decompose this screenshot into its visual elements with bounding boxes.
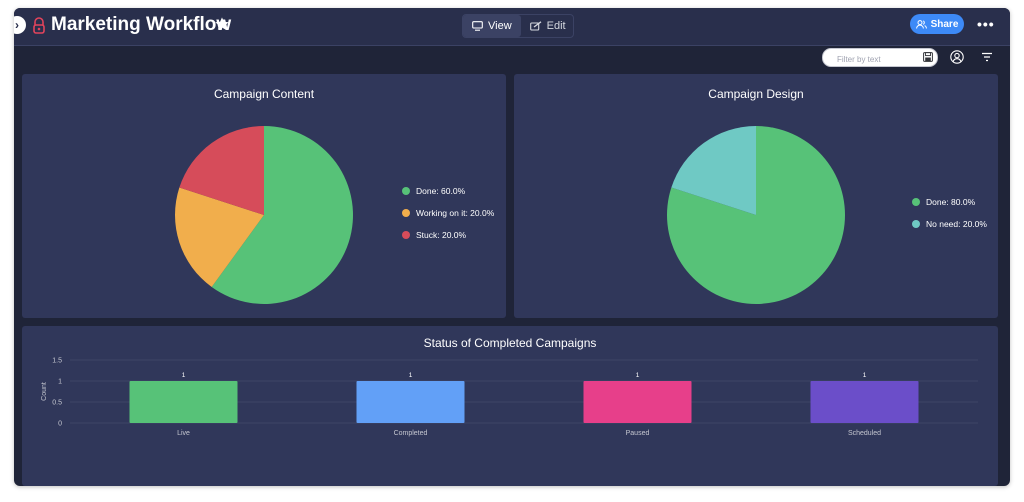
bar-paused[interactable] xyxy=(583,381,692,423)
campaign-content-pie-chart xyxy=(175,126,353,304)
widget-title: Campaign Design xyxy=(708,87,804,101)
x-tick-label: Completed xyxy=(394,430,428,437)
legend-dot-stuck xyxy=(402,231,410,239)
pie-slice-done[interactable] xyxy=(211,126,353,304)
dashboard-window: › Marketing Workflow View xyxy=(14,8,1010,486)
legend-label-working: Working on it: 20.0% xyxy=(416,208,495,218)
legend-label-no-need: No need: 20.0% xyxy=(926,219,987,229)
legend-label-done: Done: 60.0% xyxy=(416,186,466,196)
completed-campaigns-bar-chart: 0 0.5 1 1.5 Count 1 Live 1 Completed 1 Paused 1 Sche… xyxy=(41,358,978,437)
view-edit-toggle: View Edit xyxy=(462,14,574,38)
pie-slice-no-need[interactable] xyxy=(671,126,756,215)
legend-dot-working xyxy=(402,209,410,217)
board-title[interactable]: Marketing Workflow xyxy=(51,14,232,35)
legend-dot-done xyxy=(402,187,410,195)
pie-slice-working-on-it[interactable] xyxy=(175,187,264,288)
campaign-design-widget: Campaign Design Done: 80.0% No need: 20.… xyxy=(514,74,998,318)
filter-icon[interactable] xyxy=(981,51,993,63)
legend-item-working: Working on it: 20.0% xyxy=(402,208,494,218)
bar-data-label: 1 xyxy=(863,372,867,379)
legend-item-done: Done: 60.0% xyxy=(402,186,465,196)
edit-icon xyxy=(529,21,542,31)
filter-input[interactable] xyxy=(835,51,919,68)
person-filter-icon[interactable] xyxy=(950,50,964,64)
y-axis-label: Count xyxy=(41,382,48,401)
monitor-icon xyxy=(472,21,483,31)
widget-title: Campaign Content xyxy=(213,87,315,101)
legend-label-stuck: Stuck: 20.0% xyxy=(416,230,467,240)
edit-button[interactable]: Edit xyxy=(521,15,575,37)
more-options-icon[interactable]: ••• xyxy=(977,16,995,32)
view-button[interactable]: View xyxy=(463,15,521,37)
legend-item-stuck: Stuck: 20.0% xyxy=(402,230,466,240)
bar-data-label: 1 xyxy=(636,372,640,379)
legend-item-no-need: No need: 20.0% xyxy=(912,219,987,229)
completed-campaigns-widget: Status of Completed Campaigns 0 0.5 1 1.5 Co… xyxy=(22,326,998,486)
bar-data-label: 1 xyxy=(409,372,413,379)
legend-label-done: Done: 80.0% xyxy=(926,197,976,207)
bar-data-label: 1 xyxy=(182,372,186,379)
lock-icon xyxy=(33,17,45,34)
bar-scheduled[interactable] xyxy=(810,381,919,423)
pie-slice-stuck[interactable] xyxy=(179,126,264,215)
legend-dot-no-need xyxy=(912,220,920,228)
board-header: › Marketing Workflow View xyxy=(14,8,1010,46)
share-button-label: Share xyxy=(930,18,959,30)
legend-item-done: Done: 80.0% xyxy=(912,197,975,207)
y-tick-label: 1.5 xyxy=(52,358,62,365)
campaign-design-pie-chart xyxy=(667,126,845,304)
collapse-sidebar-button[interactable]: › xyxy=(14,16,26,34)
star-icon[interactable] xyxy=(214,16,230,32)
share-button[interactable]: Share xyxy=(910,14,964,34)
edit-button-label: Edit xyxy=(546,20,566,32)
bar-live[interactable] xyxy=(129,381,238,423)
users-icon xyxy=(915,19,927,29)
legend-dot-done xyxy=(912,198,920,206)
x-tick-label: Scheduled xyxy=(848,430,881,437)
x-tick-label: Paused xyxy=(626,430,650,437)
bar-completed[interactable] xyxy=(356,381,465,423)
campaign-content-widget: Campaign Content Done: 60.0% Working on … xyxy=(22,74,506,318)
x-tick-label: Live xyxy=(177,430,190,437)
filter-search-box xyxy=(822,48,938,68)
widget-title: Status of Completed Campaigns xyxy=(423,336,597,350)
y-tick-label: 0 xyxy=(58,421,62,428)
y-tick-label: 1 xyxy=(58,379,62,386)
y-tick-label: 0.5 xyxy=(52,400,62,407)
view-button-label: View xyxy=(488,20,512,32)
save-icon[interactable] xyxy=(923,52,933,62)
